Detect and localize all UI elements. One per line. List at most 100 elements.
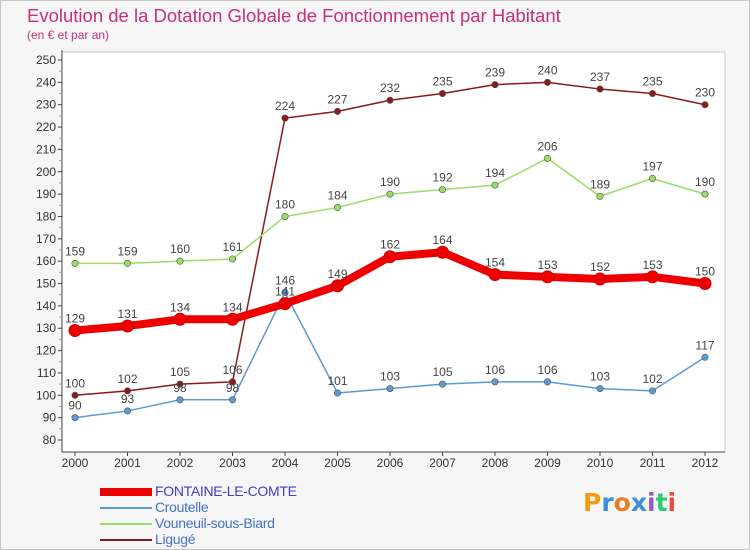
data-point xyxy=(386,385,394,393)
data-label: 227 xyxy=(327,92,347,106)
data-point xyxy=(229,396,237,404)
data-label: 131 xyxy=(117,307,137,321)
data-point xyxy=(648,90,656,98)
data-point xyxy=(331,279,344,293)
x-tick-label: 2008 xyxy=(482,456,509,470)
x-tick-label: 2006 xyxy=(377,456,404,470)
data-point xyxy=(701,353,709,361)
y-tick-label: 160 xyxy=(36,254,56,268)
data-label: 240 xyxy=(537,63,557,77)
y-tick-label: 140 xyxy=(36,299,56,313)
data-label: 232 xyxy=(380,81,400,95)
data-point xyxy=(124,259,132,267)
data-label: 117 xyxy=(695,338,714,352)
data-label: 105 xyxy=(432,365,452,379)
data-label: 190 xyxy=(380,175,400,189)
data-label: 101 xyxy=(327,374,347,388)
data-point xyxy=(281,288,289,296)
data-point xyxy=(596,192,604,200)
y-tick-label: 210 xyxy=(36,142,56,156)
data-label: 150 xyxy=(695,265,715,279)
data-point xyxy=(71,391,79,399)
data-point xyxy=(488,268,502,282)
data-label: 103 xyxy=(380,370,400,384)
y-tick-label: 240 xyxy=(36,75,56,89)
data-label: 93 xyxy=(121,392,135,406)
proxiti-logo: Proxiti xyxy=(583,488,676,517)
data-label: 154 xyxy=(485,256,505,270)
data-label: 164 xyxy=(432,233,452,247)
y-tick-label: 230 xyxy=(36,98,56,112)
data-label: 106 xyxy=(222,363,242,377)
y-tick-label: 120 xyxy=(36,344,56,358)
data-point xyxy=(176,257,184,265)
data-point xyxy=(648,387,656,395)
data-point xyxy=(543,378,551,386)
data-label: 235 xyxy=(642,75,662,89)
x-tick-label: 2007 xyxy=(429,456,456,470)
y-tick-label: 200 xyxy=(36,165,56,179)
x-tick-label: 2003 xyxy=(219,456,246,470)
data-point xyxy=(698,277,712,291)
x-tick-label: 2005 xyxy=(324,456,351,470)
logo-letter: i xyxy=(647,488,656,517)
data-label: 237 xyxy=(590,70,610,84)
data-point xyxy=(383,250,397,264)
logo-letter: t xyxy=(655,488,668,517)
data-point xyxy=(436,245,449,259)
legend-label: Ligugé xyxy=(155,531,196,547)
legend-label: Vouneuil-sous-Biard xyxy=(155,515,275,531)
y-tick-label: 250 xyxy=(36,53,56,67)
data-point xyxy=(491,81,499,89)
chart-title: Evolution de la Dotation Globale de Fonc… xyxy=(27,5,561,26)
legend-label: Croutelle xyxy=(155,499,209,515)
data-point xyxy=(281,114,289,122)
data-point xyxy=(438,90,446,98)
x-tick-label: 2012 xyxy=(692,456,719,470)
data-point xyxy=(173,312,187,326)
data-label: 230 xyxy=(695,86,715,100)
data-label: 194 xyxy=(485,166,505,180)
data-label: 149 xyxy=(327,267,347,281)
data-point xyxy=(543,154,551,162)
data-point xyxy=(646,270,659,284)
x-tick-label: 2004 xyxy=(272,456,299,470)
data-point xyxy=(281,212,289,220)
data-label: 100 xyxy=(65,376,85,390)
data-label: 106 xyxy=(485,363,505,377)
data-label: 206 xyxy=(537,139,557,153)
data-label: 159 xyxy=(65,244,85,258)
data-label: 146 xyxy=(275,273,295,287)
data-label: 105 xyxy=(170,365,190,379)
data-point xyxy=(333,389,341,397)
data-point xyxy=(278,297,292,311)
chart-subtitle: (en € et par an) xyxy=(27,28,110,42)
data-point xyxy=(176,380,184,388)
data-label: 235 xyxy=(432,75,452,89)
data-point xyxy=(71,259,79,267)
data-label: 153 xyxy=(537,258,557,272)
data-point xyxy=(226,312,239,326)
data-point xyxy=(701,101,709,109)
x-tick-label: 2002 xyxy=(167,456,194,470)
data-label: 184 xyxy=(327,189,347,203)
logo-letter: r xyxy=(601,488,614,517)
legend-swatch xyxy=(100,507,152,509)
data-label: 162 xyxy=(380,238,400,252)
data-point xyxy=(124,387,132,395)
logo-letter: P xyxy=(583,488,602,517)
legend-swatch xyxy=(100,539,152,541)
data-point xyxy=(593,272,607,286)
data-point xyxy=(68,323,82,337)
data-label: 102 xyxy=(117,372,137,386)
data-point xyxy=(121,319,134,333)
data-label: 152 xyxy=(590,260,610,274)
data-point xyxy=(176,396,184,404)
y-tick-label: 190 xyxy=(36,187,56,201)
data-label: 161 xyxy=(222,240,242,254)
x-tick-label: 2000 xyxy=(62,456,89,470)
data-label: 180 xyxy=(275,197,295,211)
x-tick-label: 2011 xyxy=(640,456,666,470)
data-point xyxy=(386,190,394,198)
